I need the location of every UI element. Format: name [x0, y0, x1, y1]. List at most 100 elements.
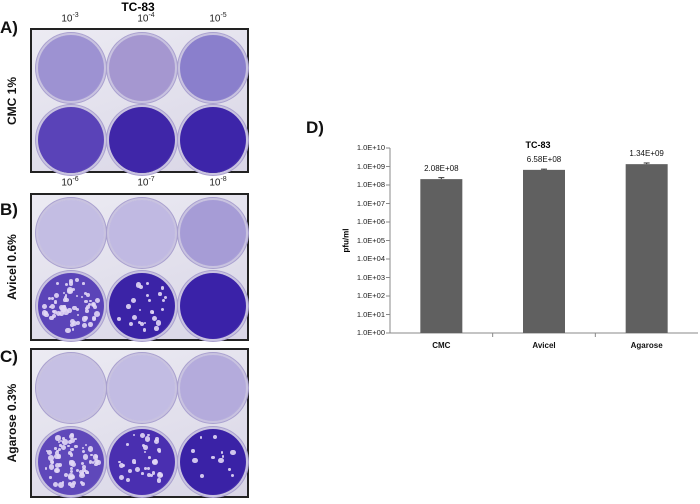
plaque: [75, 277, 80, 283]
plaque: [54, 462, 60, 468]
plaque: [79, 469, 84, 474]
plaque: [84, 316, 88, 321]
plaque: [57, 447, 61, 452]
plaque: [147, 433, 150, 437]
plaque: [88, 460, 93, 464]
plaque: [71, 328, 75, 332]
plaque: [126, 304, 131, 309]
plaque: [93, 305, 98, 310]
y-tick-label: 1.0E+03: [356, 272, 385, 282]
plaque: [163, 295, 168, 300]
plaque: [80, 481, 86, 487]
plaque: [73, 437, 77, 441]
data-label: 1.34E+09: [629, 148, 664, 158]
y-tick-label: 1.0E+02: [356, 291, 385, 300]
plaque: [93, 317, 97, 321]
plaque: [71, 287, 76, 292]
plaque: [86, 292, 90, 297]
plaque: [41, 303, 47, 309]
plaque: [73, 460, 76, 463]
plaque: [92, 303, 95, 306]
plaque: [48, 454, 54, 461]
plaque: [86, 471, 89, 474]
plaque: [146, 293, 150, 298]
plaque: [79, 480, 83, 485]
panel-d-label: D): [306, 118, 324, 137]
plaque: [69, 279, 74, 284]
plaque: [81, 296, 84, 299]
plaque: [49, 476, 52, 479]
plaque: [130, 298, 136, 304]
chart-title: TC-83: [525, 140, 551, 150]
plaque: [62, 439, 68, 445]
plaque: [158, 292, 162, 296]
plaque-well: [38, 200, 104, 266]
plaque: [230, 449, 237, 456]
plaque: [49, 315, 54, 321]
plaque: [133, 461, 137, 464]
plaque: [154, 326, 159, 331]
plaque: [69, 452, 74, 457]
plaque: [54, 300, 57, 303]
bar: [625, 164, 668, 333]
plaque: [51, 313, 57, 319]
plaque: [118, 475, 124, 481]
plaque: [55, 282, 59, 286]
plaque: [72, 305, 77, 311]
plaque: [92, 453, 99, 460]
plaque: [70, 459, 74, 464]
plaque: [143, 467, 147, 470]
plaque: [52, 482, 58, 488]
plaque: [151, 315, 158, 321]
plaque: [143, 451, 147, 454]
plaque: [61, 441, 64, 444]
y-tick-label: 1.0E+08: [356, 180, 385, 189]
plaque: [93, 311, 100, 318]
plates-title: TC-83: [121, 0, 155, 14]
plaque: [211, 455, 215, 460]
plaque: [228, 468, 231, 471]
plaque: [58, 440, 61, 443]
plaque: [139, 432, 145, 438]
plaque-well: [180, 106, 246, 173]
plaque: [94, 297, 101, 304]
plaque: [144, 436, 151, 442]
plaque: [89, 299, 92, 302]
plaque: [75, 294, 78, 297]
plaque: [62, 291, 66, 295]
plaque: [55, 435, 61, 441]
plaque: [72, 320, 78, 326]
plaque: [82, 449, 86, 453]
plaque-well: [180, 355, 246, 421]
plaque: [149, 309, 154, 314]
plaque: [57, 482, 64, 489]
plaque-well: [109, 35, 175, 101]
dilution-label: 10-8: [209, 176, 227, 189]
plaque: [69, 322, 74, 327]
x-tick-label: CMC: [432, 341, 451, 350]
plaque: [54, 292, 60, 298]
plaque: [60, 444, 66, 450]
plaque-well: [38, 106, 104, 173]
plaque: [125, 443, 129, 447]
plaque: [73, 444, 78, 449]
x-tick-label: Agarose: [630, 341, 663, 350]
dilution-label: 10-5: [209, 12, 227, 25]
plaque: [54, 453, 60, 459]
panel-c-label: C): [0, 347, 18, 366]
plaque: [70, 318, 76, 324]
plaque: [147, 472, 152, 477]
plaque: [68, 474, 74, 481]
plaque: [231, 474, 235, 478]
plaque: [128, 468, 133, 473]
y-tick-label: 1.0E+00: [356, 328, 385, 337]
plaque: [69, 438, 75, 444]
plaque: [151, 470, 156, 475]
plaque: [221, 455, 225, 458]
plaque: [67, 286, 73, 293]
plaque: [218, 457, 224, 464]
plaque: [61, 481, 65, 484]
plaque: [75, 320, 80, 325]
plaque: [44, 467, 47, 470]
